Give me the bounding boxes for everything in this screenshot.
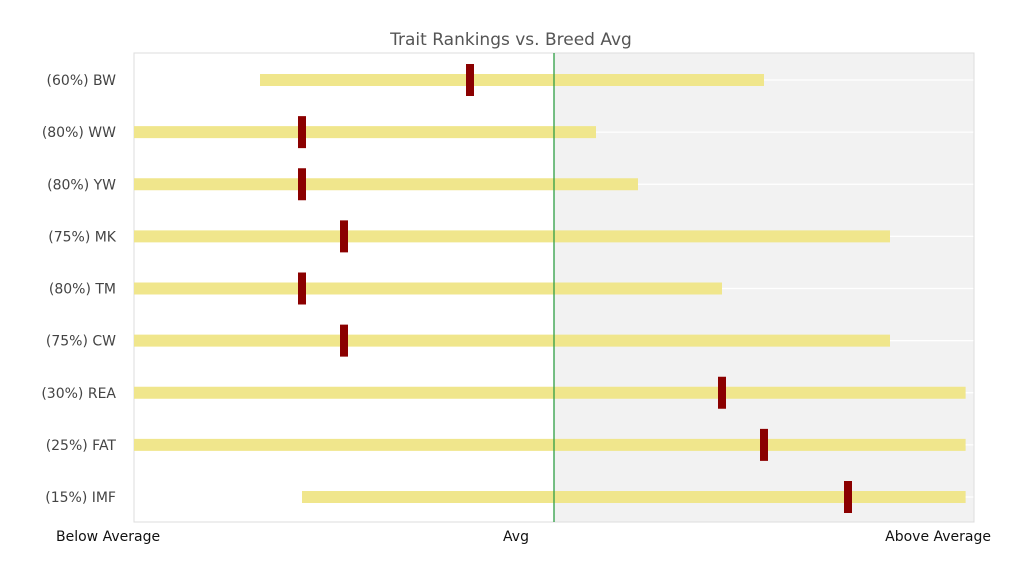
- trait-marker: [298, 168, 306, 201]
- trait-label: (25%) FAT: [46, 438, 117, 454]
- x-tick-label: Avg: [503, 529, 529, 545]
- chart-title: Trait Rankings vs. Breed Avg: [389, 30, 632, 50]
- trait-marker: [340, 324, 348, 357]
- range-bar: [134, 334, 890, 347]
- trait-label: (15%) IMF: [45, 490, 116, 506]
- range-bar: [302, 491, 966, 503]
- trait-marker: [844, 481, 852, 513]
- trait-label: (80%) YW: [47, 177, 116, 193]
- trait-marker: [340, 220, 348, 253]
- trait-label: (30%) REA: [41, 386, 116, 402]
- trait-label: (80%) TM: [49, 282, 116, 298]
- range-bar: [134, 230, 890, 243]
- range-bar: [260, 74, 764, 86]
- x-axis-labels: Below Average Avg Above Average: [56, 529, 991, 545]
- range-bar: [134, 386, 966, 399]
- plot-area: [133, 52, 975, 523]
- trait-label: (60%) BW: [47, 73, 117, 89]
- range-bar: [134, 178, 638, 191]
- trait-marker: [718, 376, 726, 409]
- trait-marker: [298, 272, 306, 305]
- trait-label: (75%) CW: [46, 334, 116, 350]
- range-bar: [134, 126, 596, 139]
- y-axis-labels: (60%) BW (80%) WW (80%) YW (75%) MK (80%) TM…: [41, 73, 116, 506]
- range-bar: [134, 282, 722, 295]
- x-tick-label: Above Average: [885, 529, 991, 545]
- trait-label: (80%) WW: [42, 125, 116, 141]
- trait-marker: [760, 428, 768, 461]
- trait-marker: [298, 116, 306, 149]
- trait-label: (75%) MK: [48, 229, 117, 245]
- x-tick-label: Below Average: [56, 529, 160, 545]
- trait-marker: [466, 64, 474, 96]
- range-bar: [134, 438, 966, 451]
